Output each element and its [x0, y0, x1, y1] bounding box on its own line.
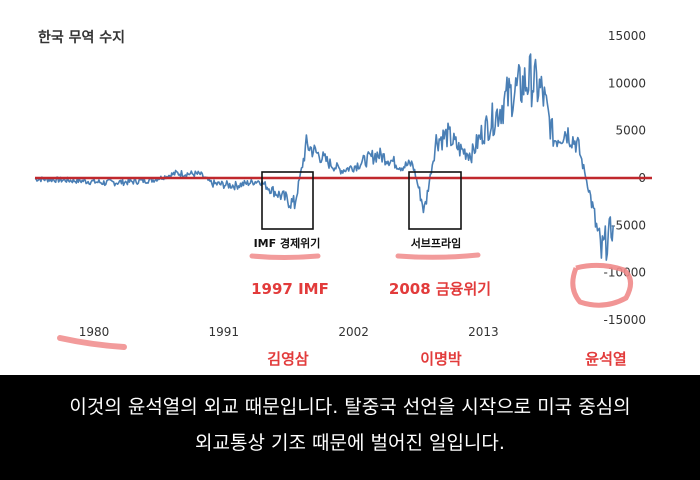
highlight-stroke-imf	[249, 253, 321, 260]
imf-crisis-label: IMF 경제위기	[254, 236, 321, 250]
y-tick-label: 15000	[608, 29, 646, 43]
series-layer	[34, 53, 614, 261]
x-tick-label: 2002	[338, 325, 369, 339]
series-line	[34, 53, 614, 261]
highlight-stroke-subprime	[395, 252, 481, 260]
president-label-2: 이명박	[420, 350, 462, 368]
subprime-crisis-box	[408, 171, 462, 230]
caption-line-1: 이것의 윤석열의 외교 때문입니다. 탈중국 선언을 시작으로 미국 중심의	[69, 396, 631, 418]
y-tick-label: 10000	[608, 76, 646, 90]
x-axis-ticks: 1980 1991 2002 2013	[79, 325, 499, 339]
x-tick-label: 1980	[79, 325, 110, 339]
y-tick-label: -5000	[611, 218, 646, 232]
trade-balance-chart: 한국 무역 수지 150001000050000-5000-10000-1500…	[34, 29, 652, 368]
chart-title: 한국 무역 수지	[38, 29, 125, 46]
imf-crisis-box	[261, 171, 314, 230]
president-label-1: 김영삼	[267, 350, 309, 368]
caption-line-2: 외교통상 기조 때문에 벌어진 일입니다.	[195, 432, 505, 454]
label-2008-crisis: 2008 금융위기	[389, 280, 491, 298]
subprime-label: 서브프라임	[411, 236, 462, 250]
x-tick-label: 2013	[468, 325, 499, 339]
x-tick-label: 1991	[209, 325, 240, 339]
y-tick-label: -15000	[603, 313, 646, 327]
highlight-stroke-1980	[57, 335, 127, 350]
president-label-3: 윤석열	[585, 350, 626, 368]
label-1997-imf: 1997 IMF	[251, 280, 329, 298]
highlight-circle-recent	[570, 262, 633, 308]
caption-banner: 이것의 윤석열의 외교 때문입니다. 탈중국 선언을 시작으로 미국 중심의 외…	[0, 375, 700, 480]
y-tick-label: 5000	[615, 124, 646, 138]
